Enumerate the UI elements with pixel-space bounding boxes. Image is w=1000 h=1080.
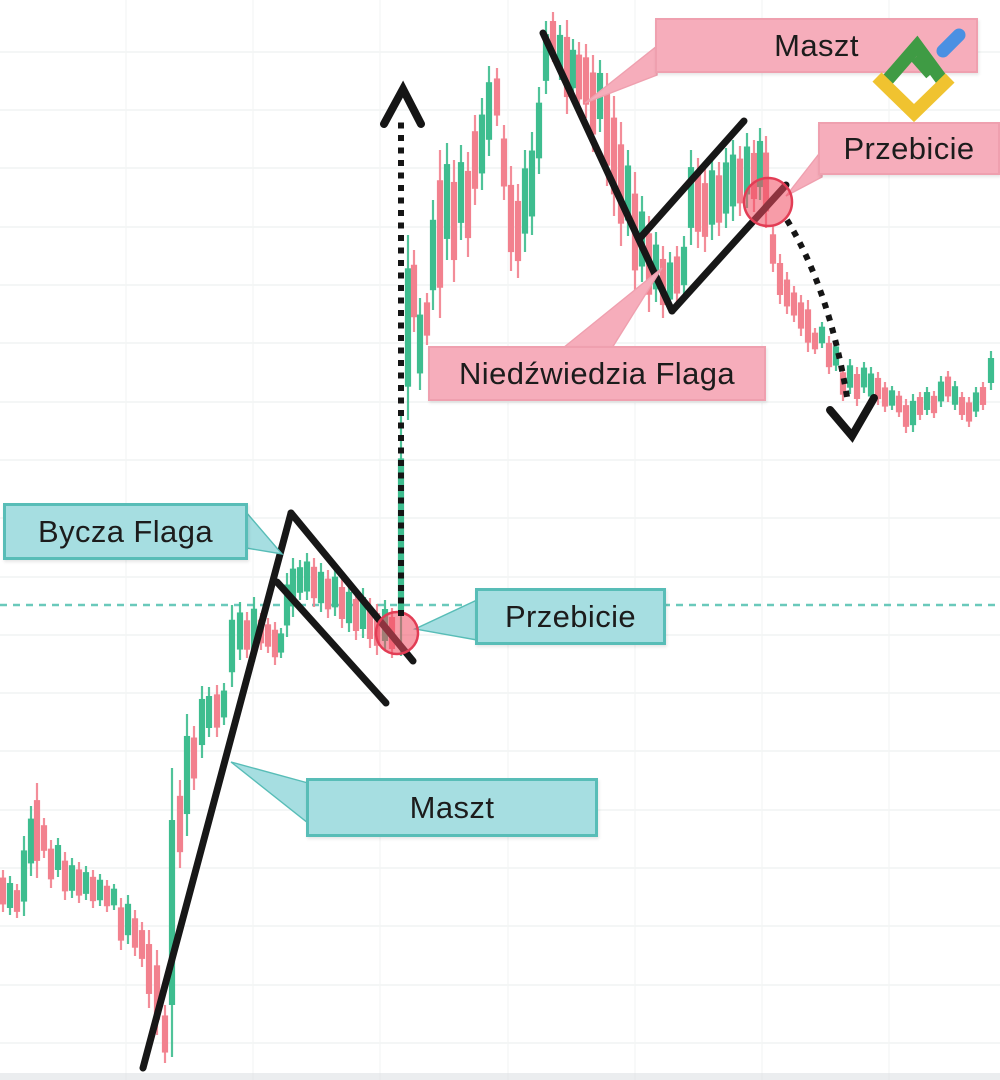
label-text: Przebicie bbox=[504, 598, 637, 634]
label-bull-przebicie: Przebicie bbox=[475, 588, 666, 645]
bull-mast-line bbox=[139, 509, 295, 1072]
label-text: Przebicie bbox=[843, 130, 975, 166]
bull-flag-lower-line bbox=[273, 578, 390, 707]
label-text: Bycza Flaga bbox=[38, 513, 213, 549]
breakout-circles bbox=[374, 176, 794, 656]
label-bull-flag: Bycza Flaga bbox=[3, 503, 248, 560]
direction-arrows bbox=[380, 80, 878, 616]
bear-mast-line bbox=[539, 29, 676, 315]
label-pointers bbox=[230, 44, 823, 825]
label-text: Maszt bbox=[774, 27, 859, 63]
bear-flag-upper-line bbox=[636, 117, 748, 242]
label-bull-maszt: Maszt bbox=[306, 778, 598, 837]
label-text: Niedźwiedzia Flaga bbox=[459, 355, 735, 391]
bottom-edge-bar bbox=[0, 1073, 1000, 1080]
label-text: Maszt bbox=[409, 789, 495, 825]
label-bear-flag: Niedźwiedzia Flaga bbox=[428, 346, 766, 401]
label-bear-przebicie: Przebicie bbox=[818, 122, 1000, 175]
